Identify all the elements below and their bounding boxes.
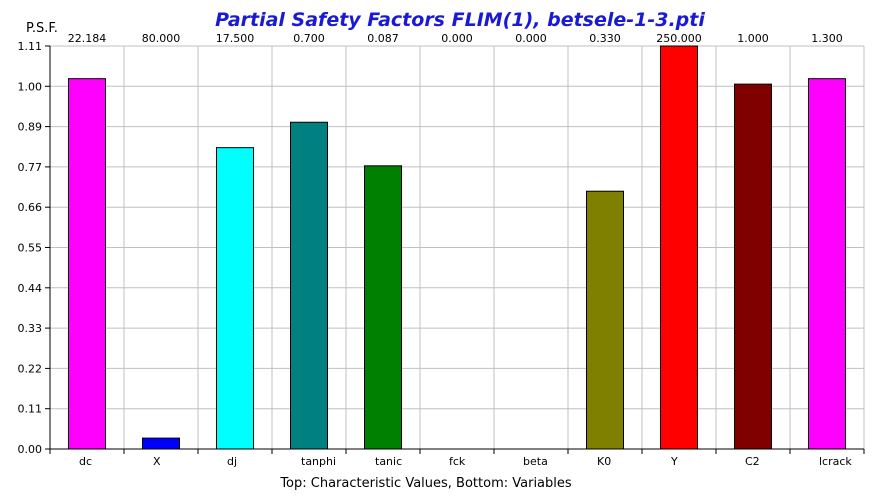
grid [50, 45, 865, 450]
y-tick-label: 1.00 [18, 80, 43, 93]
x-category-label: C2 [745, 455, 760, 468]
y-tick-label: 0.00 [18, 443, 43, 456]
bar-X [142, 437, 180, 450]
x-category-label: fck [449, 455, 466, 468]
bar-lcrack [808, 78, 846, 450]
characteristic-value-label: 17.500 [216, 32, 255, 45]
y-tick-label: 0.33 [18, 322, 43, 335]
x-category-label: tanic [375, 455, 402, 468]
x-category-label: lcrack [819, 455, 852, 468]
bar-K0 [586, 190, 624, 450]
bar-tanphi [290, 121, 328, 450]
bar-C2 [734, 83, 772, 450]
axes [45, 45, 865, 454]
characteristic-value-label: 250.000 [656, 32, 702, 45]
bar-dc [68, 78, 106, 450]
characteristic-value-label: 0.000 [515, 32, 547, 45]
y-tick-label: 0.44 [18, 282, 43, 295]
y-tick-label: 0.55 [18, 242, 43, 255]
characteristic-value-label: 22.184 [68, 32, 107, 45]
characteristic-value-label: 0.330 [589, 32, 621, 45]
x-axis-label: Top: Characteristic Values, Bottom: Vari… [279, 476, 572, 491]
x-category-label: K0 [597, 455, 611, 468]
characteristic-value-label: 0.087 [367, 32, 399, 45]
x-category-label: X [153, 455, 161, 468]
y-tick-label: 0.11 [18, 403, 43, 416]
characteristic-value-label: 0.000 [441, 32, 473, 45]
bar-dj [216, 147, 254, 450]
characteristic-value-label: 0.700 [293, 32, 325, 45]
characteristic-value-label: 1.000 [737, 32, 769, 45]
y-tick-label: 0.77 [18, 161, 43, 174]
y-tick-label: 0.22 [18, 362, 43, 375]
characteristic-value-label: 1.300 [811, 32, 843, 45]
chart-title: Partial Safety Factors FLIM(1), betsele-… [215, 9, 705, 31]
x-category-label: tanphi [301, 455, 336, 468]
bars [68, 45, 846, 450]
y-tick-label: 1.11 [18, 40, 43, 53]
y-tick-label: 0.66 [18, 201, 43, 214]
y-axis-label: P.S.F. [26, 21, 58, 36]
y-tick-label: 0.89 [18, 121, 43, 134]
x-category-label: beta [523, 455, 548, 468]
x-category-label: dc [79, 455, 92, 468]
bar-Y [660, 45, 698, 450]
characteristic-value-label: 80.000 [142, 32, 181, 45]
x-category-label: Y [670, 455, 678, 468]
labels: 0.00 0.11 0.22 0.33 0.44 0.55 0.66 0.77 0.89 1.00… [18, 32, 853, 468]
x-category-label: dj [227, 455, 237, 468]
bar-tanic [364, 165, 402, 450]
